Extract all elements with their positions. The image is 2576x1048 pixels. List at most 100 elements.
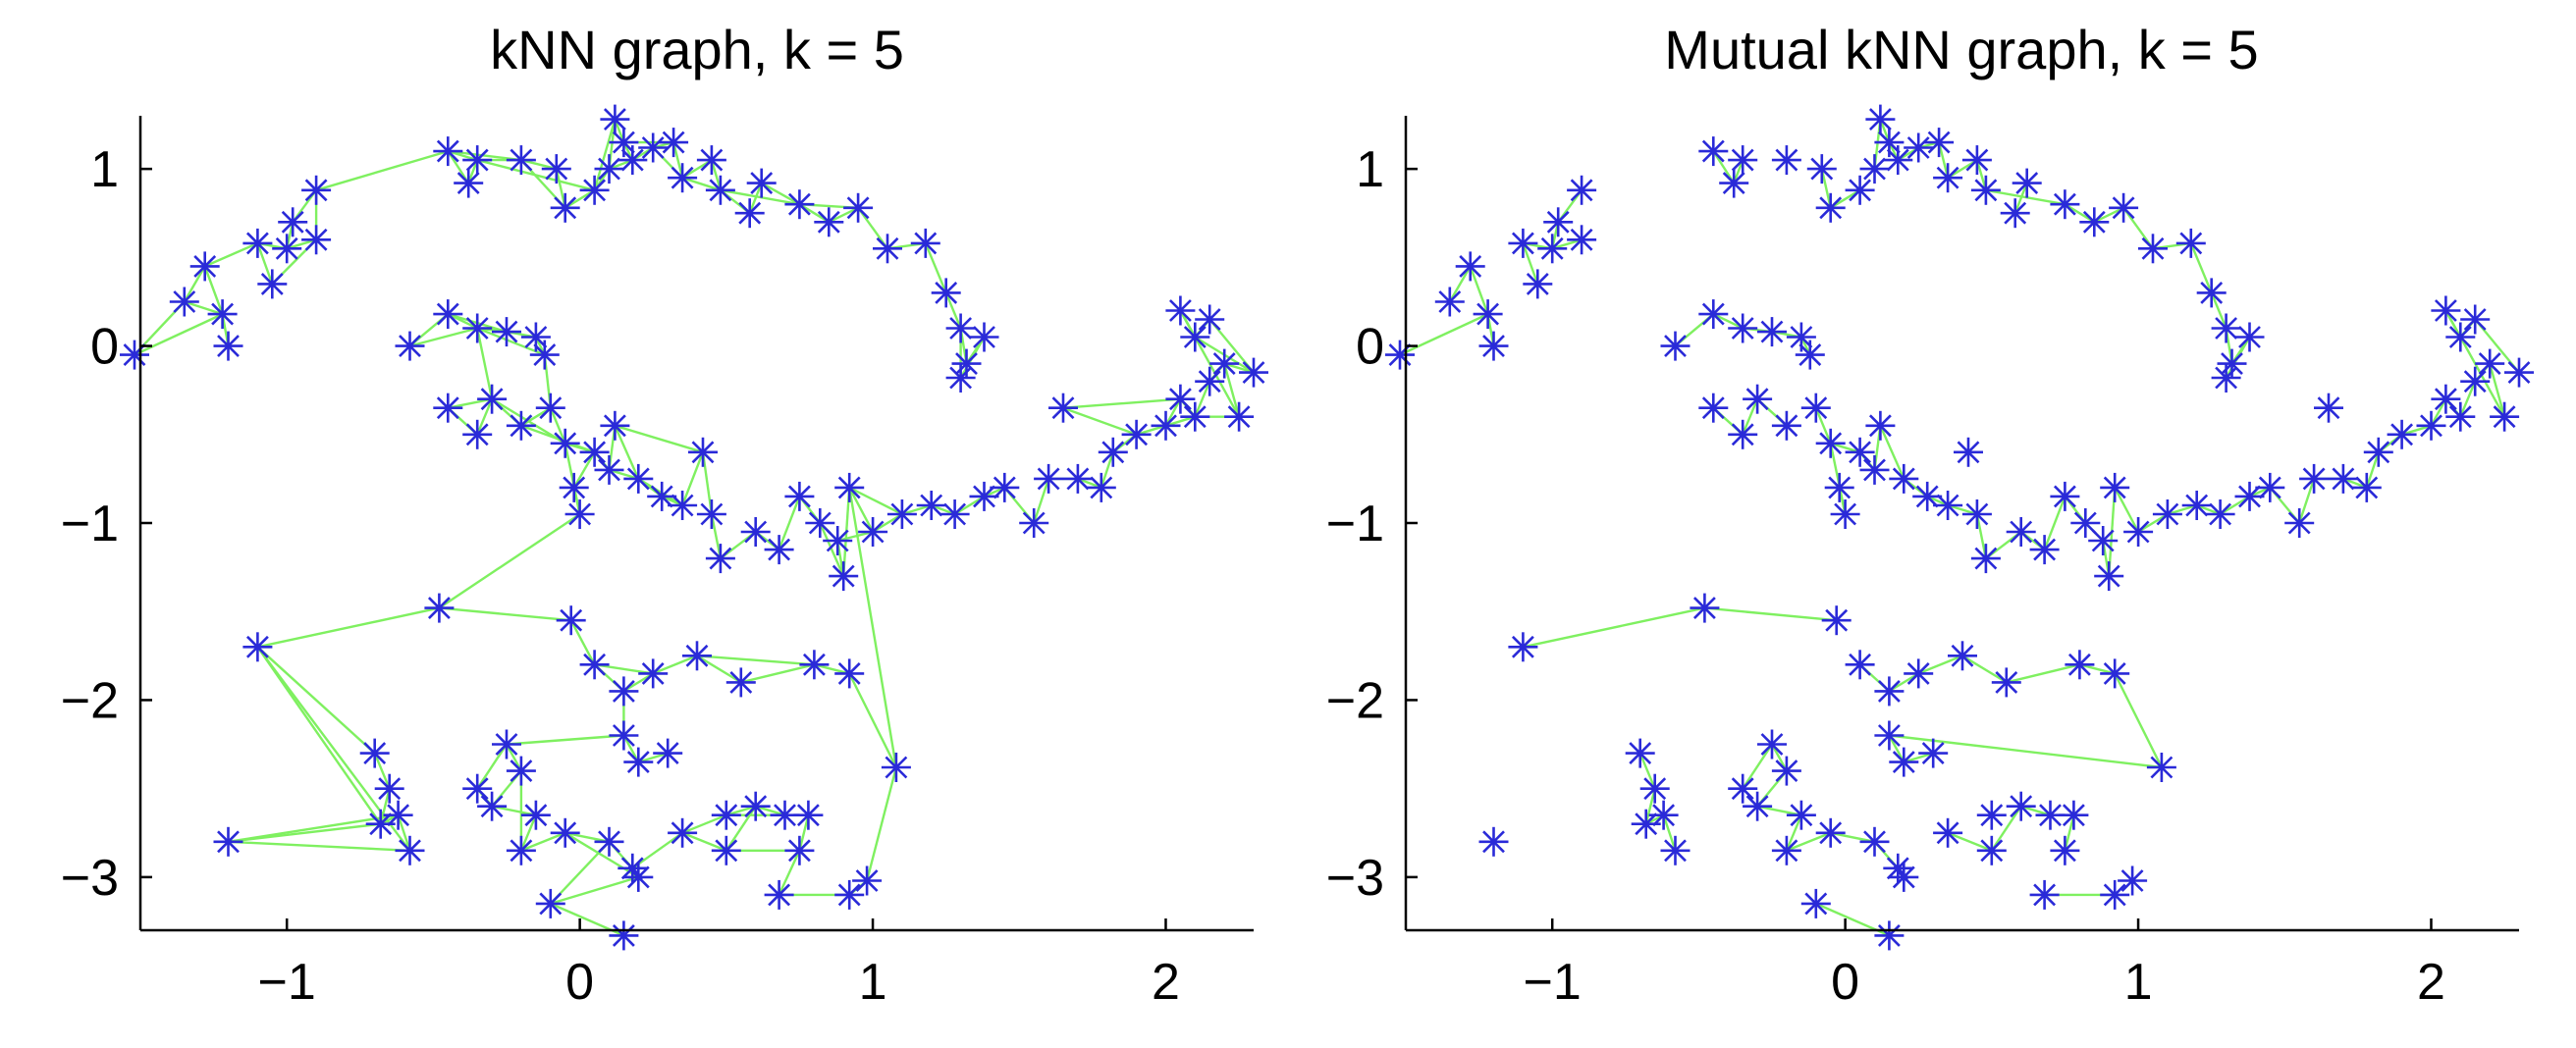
data-point xyxy=(2175,228,2206,258)
graph-edge xyxy=(1830,188,1861,209)
data-point xyxy=(2035,800,2066,830)
graph-edge xyxy=(1947,503,1978,516)
data-point xyxy=(550,817,580,848)
data-point xyxy=(2504,357,2534,388)
data-point xyxy=(659,128,689,158)
graph-edge xyxy=(2298,478,2316,524)
data-point xyxy=(2100,658,2130,689)
data-point xyxy=(1933,491,1963,520)
data-point xyxy=(1883,853,1913,883)
y-tick-label: −3 xyxy=(1326,850,1384,907)
graph-edge xyxy=(680,451,705,506)
data-point xyxy=(189,251,220,282)
data-point xyxy=(711,835,741,865)
data-point xyxy=(834,472,865,502)
data-point xyxy=(638,132,669,163)
data-point xyxy=(1165,384,1196,414)
data-point xyxy=(1815,428,1846,458)
graph-edge xyxy=(373,753,391,790)
graph-edge xyxy=(615,424,704,453)
graph-edge xyxy=(448,397,493,409)
x-tick-label: 1 xyxy=(859,954,887,1011)
data-point xyxy=(1795,340,1825,370)
data-point xyxy=(1719,168,1749,198)
data-point xyxy=(623,862,654,892)
graph-edge xyxy=(1961,655,2008,684)
data-point xyxy=(1239,357,1268,388)
data-point xyxy=(1800,888,1831,918)
data-point xyxy=(1815,192,1846,223)
axes-knn xyxy=(138,116,1254,932)
edge-layer-mutual-knn xyxy=(1399,119,2520,937)
graph-edge xyxy=(755,805,785,816)
graph-edge xyxy=(2365,451,2380,489)
data-point xyxy=(711,800,741,830)
data-point xyxy=(1434,287,1465,317)
data-point xyxy=(169,287,199,317)
graph-edge xyxy=(614,119,625,143)
data-point xyxy=(278,207,308,237)
x-tick-label: 2 xyxy=(2417,954,2445,1011)
graph-edge xyxy=(2249,486,2271,498)
graph-edge xyxy=(564,831,639,878)
graph-edge xyxy=(594,663,654,675)
data-point xyxy=(2205,499,2235,529)
graph-edge xyxy=(2093,206,2124,224)
graph-edge xyxy=(256,646,376,755)
data-point xyxy=(1970,544,2001,574)
graph-edge xyxy=(953,495,986,516)
data-point xyxy=(2234,322,2265,352)
graph-edge xyxy=(931,503,956,516)
data-point xyxy=(1743,791,1773,821)
data-point xyxy=(1918,738,1949,768)
data-point xyxy=(2012,168,2042,198)
data-point xyxy=(784,835,815,865)
data-point xyxy=(746,168,777,198)
data-point xyxy=(1874,920,1905,951)
graph-edge xyxy=(696,655,742,684)
graph-edge xyxy=(614,425,640,480)
data-point xyxy=(2314,393,2343,423)
graph-edge xyxy=(315,149,449,191)
data-point xyxy=(2138,234,2168,264)
graph-edge xyxy=(2114,672,2163,768)
data-point xyxy=(1874,676,1905,707)
graph-edge xyxy=(1785,814,1803,852)
data-point xyxy=(506,756,536,786)
data-point xyxy=(2431,295,2461,326)
y-tick-label: −1 xyxy=(1326,496,1384,552)
graph-edge xyxy=(720,188,800,206)
graph-edge xyxy=(183,265,206,303)
data-point xyxy=(2490,401,2520,432)
data-point xyxy=(2445,401,2476,432)
data-point xyxy=(359,738,390,768)
graph-edge xyxy=(1223,362,1255,374)
data-point xyxy=(1698,136,1729,167)
graph-edge xyxy=(1814,407,1832,445)
graph-edge xyxy=(447,150,470,184)
graph-edge xyxy=(2064,203,2095,224)
graph-edge xyxy=(228,813,399,843)
graph-edge xyxy=(696,655,815,666)
data-point xyxy=(2065,650,2095,680)
data-point xyxy=(2050,835,2080,865)
data-point xyxy=(881,753,911,782)
data-point xyxy=(764,879,794,910)
data-point xyxy=(829,561,859,592)
data-point xyxy=(383,800,413,830)
graph-edge xyxy=(2219,495,2251,516)
data-point xyxy=(858,517,888,547)
data-point xyxy=(1757,317,1787,347)
graph-edge xyxy=(476,328,494,399)
data-point xyxy=(1806,154,1837,184)
data-point xyxy=(579,437,610,467)
graph-edge xyxy=(681,159,713,180)
data-point xyxy=(1567,225,1597,255)
data-point xyxy=(2351,472,2382,502)
y-tick-label: −1 xyxy=(61,496,119,552)
data-point xyxy=(462,313,493,343)
data-point xyxy=(705,544,735,574)
data-point xyxy=(506,145,536,176)
data-point xyxy=(1151,410,1181,441)
point-layer-mutual-knn xyxy=(1385,104,2534,951)
